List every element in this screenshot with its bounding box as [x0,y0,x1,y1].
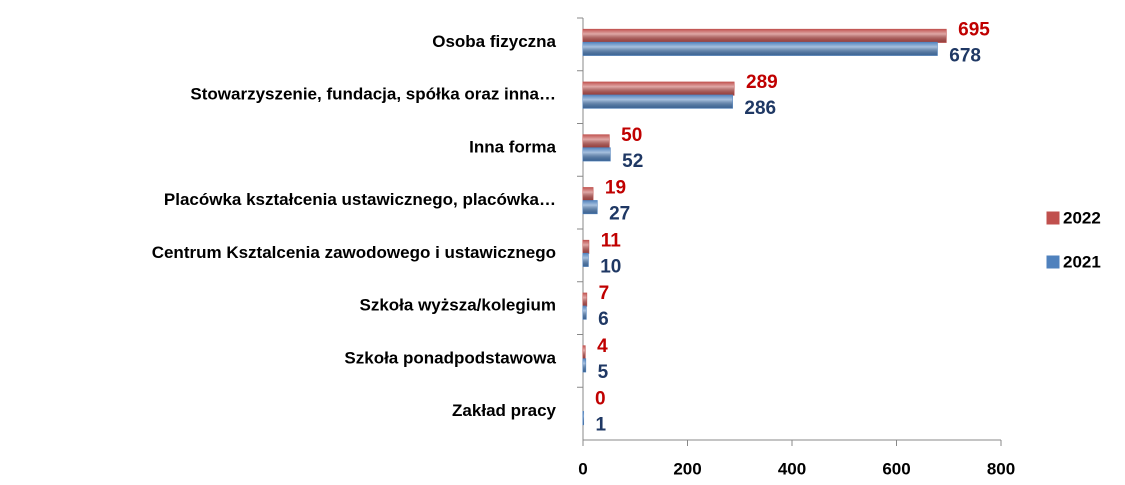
bar-shine [583,253,589,267]
x-tick-label: 0 [578,459,587,478]
x-tick-label: 600 [882,459,910,478]
data-label: 0 [595,389,606,410]
bar-shine [583,42,938,56]
data-label: 6 [598,309,609,330]
x-tick-label: 800 [987,459,1015,478]
category-label: Centrum Ksztalcenia zawodowego i ustawic… [152,243,556,262]
data-label: 19 [605,178,626,199]
data-label: 27 [609,204,630,225]
legend-swatch [1046,211,1060,225]
data-label: 1 [596,415,607,436]
data-label: 286 [744,98,776,119]
bar-shine [583,29,947,43]
data-label: 4 [597,336,608,357]
bar-shine [583,95,733,109]
bar-shine [583,411,584,425]
bar-shine [583,147,611,161]
data-label: 10 [600,256,621,277]
bar-shine [583,306,587,320]
bar-shine [583,345,586,359]
data-label: 5 [598,362,609,383]
legend-label: 2022 [1063,208,1101,227]
category-label: Zakład pracy [452,401,556,420]
data-label: 50 [621,125,642,146]
data-label: 52 [622,151,643,172]
bar-shine [583,134,610,148]
data-label: 11 [601,230,622,251]
data-label: 7 [599,283,610,304]
bar-shine [583,293,587,307]
category-label: Inna forma [469,137,556,156]
legend-swatch [1046,255,1060,269]
data-label: 289 [746,72,778,93]
category-label: Placówka kształcenia ustawicznego, placó… [164,190,556,209]
bar-shine [583,82,735,96]
data-label: 695 [958,19,990,40]
bar-shine [583,187,593,201]
x-tick-label: 400 [778,459,806,478]
legend-label: 2021 [1063,252,1101,271]
category-label: Osoba fizyczna [432,32,556,51]
category-label: Szkoła ponadpodstawowa [344,348,556,367]
bar-shine [583,240,589,254]
x-tick-label: 200 [673,459,701,478]
bar-shine [583,358,586,372]
category-label: Szkoła wyższa/kolegium [359,296,556,315]
category-label: Stowarzyszenie, fundacja, spółka oraz in… [190,85,556,104]
bar-shine [583,200,598,214]
data-label: 678 [949,45,981,66]
